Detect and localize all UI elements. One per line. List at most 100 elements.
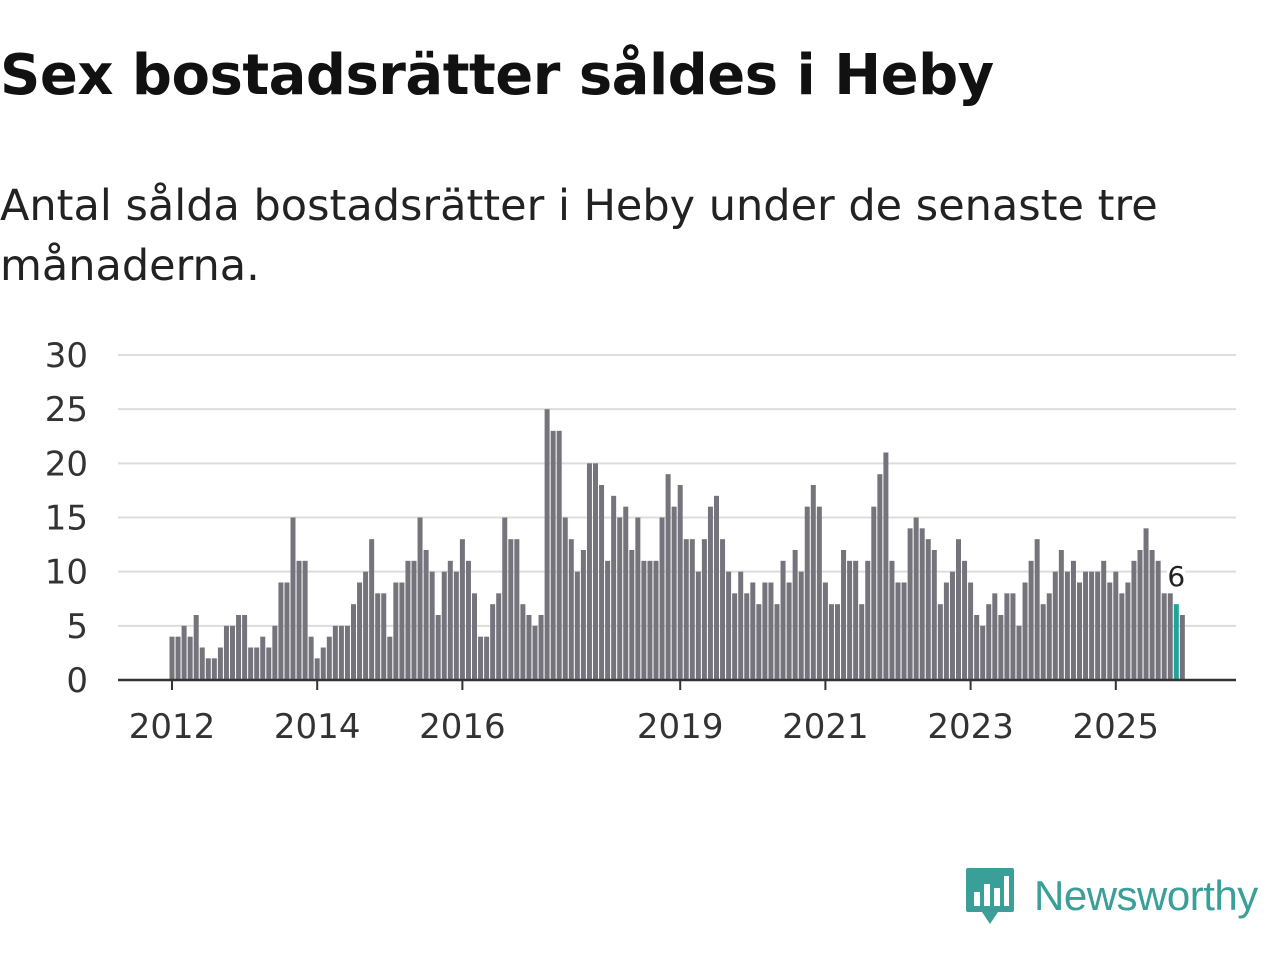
bar — [931, 550, 937, 680]
bar — [490, 604, 496, 680]
bar — [1083, 571, 1089, 680]
x-tick-label: 2021 — [782, 707, 869, 740]
bar — [998, 615, 1004, 680]
bar — [835, 604, 840, 680]
highlight-value-label: 6 — [1167, 560, 1185, 593]
bar — [1022, 582, 1028, 680]
bar — [707, 506, 713, 680]
bar — [925, 539, 931, 680]
bar — [792, 550, 798, 680]
bar — [254, 647, 260, 680]
bar — [810, 485, 816, 680]
bar — [877, 474, 883, 680]
y-tick-label: 20 — [45, 444, 88, 484]
bar — [447, 560, 453, 680]
y-tick-label: 10 — [45, 553, 88, 593]
bar — [1131, 560, 1137, 680]
chart-subtitle: Antal sålda bostadsrätter i Heby under d… — [0, 181, 1158, 291]
bar — [883, 452, 889, 680]
bar — [822, 582, 828, 680]
bar — [429, 571, 435, 680]
bar — [363, 571, 369, 680]
bar — [1155, 560, 1161, 680]
bar — [205, 658, 211, 680]
bar — [544, 409, 550, 680]
bar — [562, 517, 568, 680]
bar — [484, 636, 490, 680]
bar — [351, 604, 356, 680]
bar — [701, 539, 707, 680]
bar — [992, 593, 998, 680]
bar — [768, 582, 774, 680]
bar — [459, 539, 465, 680]
bar — [1119, 593, 1125, 680]
bar — [1034, 539, 1040, 680]
brand-name: Newsworthy — [1034, 872, 1258, 919]
bar — [242, 615, 248, 680]
bar — [683, 539, 689, 680]
bar — [901, 582, 907, 680]
bar — [1058, 550, 1064, 680]
bar — [919, 528, 925, 680]
bar — [689, 539, 695, 680]
bar — [187, 636, 193, 680]
bar — [502, 517, 508, 680]
bar — [744, 593, 750, 680]
bar — [1070, 560, 1076, 680]
chart-title: Sex bostadsrätter såldes i Heby — [0, 43, 994, 108]
bar — [520, 604, 526, 680]
bar — [647, 560, 653, 680]
y-tick-label: 25 — [45, 390, 88, 430]
x-tick-label: 2025 — [1073, 707, 1160, 740]
bar — [665, 474, 671, 680]
bar — [1089, 571, 1095, 680]
bar — [514, 539, 520, 680]
bar — [411, 560, 417, 680]
bar — [913, 517, 919, 680]
bar — [580, 550, 586, 680]
bar — [1052, 571, 1058, 680]
bar — [714, 495, 719, 680]
bar — [949, 571, 955, 680]
bar — [780, 560, 786, 680]
bar — [381, 593, 387, 680]
bar — [266, 647, 272, 680]
bar — [962, 560, 968, 680]
bar — [726, 571, 732, 680]
bar — [599, 485, 605, 680]
bar — [1004, 593, 1010, 680]
bar — [568, 539, 574, 680]
bar — [223, 625, 229, 680]
bar — [1016, 625, 1022, 680]
bar — [478, 636, 484, 680]
bar — [732, 593, 738, 680]
bar — [980, 625, 986, 680]
bar — [750, 582, 756, 680]
bar — [465, 560, 471, 680]
bar — [623, 506, 629, 680]
bar — [1113, 571, 1119, 680]
bar — [417, 517, 423, 680]
bar — [290, 517, 296, 680]
bar — [1137, 550, 1143, 680]
bar — [762, 582, 768, 680]
bar — [217, 647, 223, 680]
bar — [532, 625, 538, 680]
bar — [804, 506, 810, 680]
bar — [907, 528, 913, 680]
bar — [574, 571, 580, 680]
bar — [738, 571, 744, 680]
y-tick-label: 5 — [66, 607, 88, 647]
bar — [865, 560, 871, 680]
bar — [284, 582, 290, 680]
y-tick-label: 15 — [45, 499, 88, 539]
bar — [968, 582, 974, 680]
newsworthy-logo-icon — [966, 868, 1014, 924]
bar — [169, 636, 175, 680]
bar — [423, 550, 429, 680]
x-tick-label: 2016 — [419, 707, 506, 740]
bar — [889, 560, 895, 680]
bar — [671, 506, 677, 680]
bar — [1125, 582, 1131, 680]
